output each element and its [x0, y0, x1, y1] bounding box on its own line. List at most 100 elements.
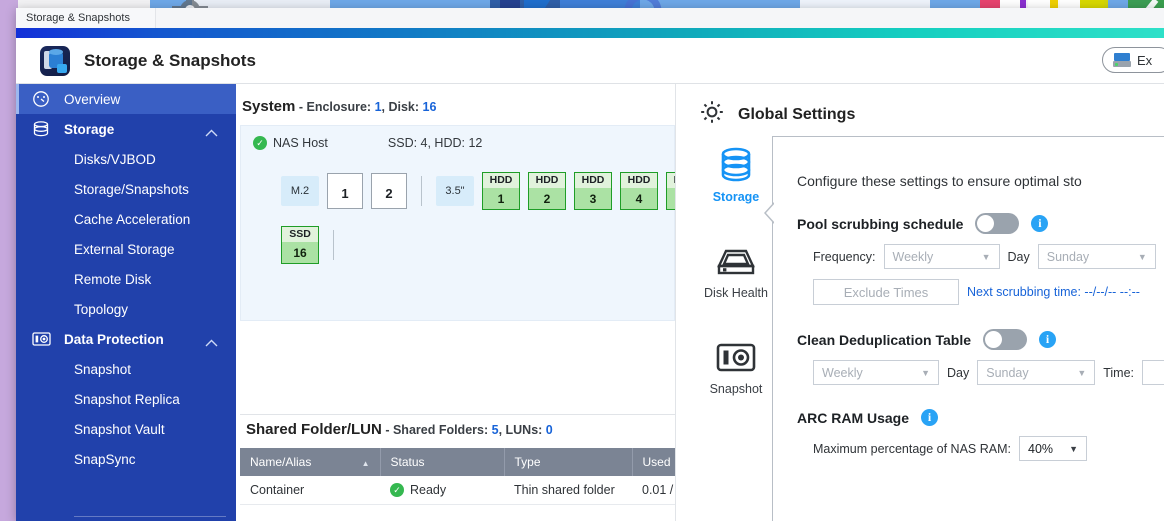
sidebar-item-storage-snapshots[interactable]: Storage/Snapshots [16, 174, 236, 204]
expansion-button-label: Ex [1137, 52, 1153, 68]
system-meta-mid: , Disk: [381, 100, 423, 114]
app-header: Storage & Snapshots Ex [16, 38, 1164, 84]
sidebar-group-storage[interactable]: Storage [16, 114, 236, 144]
cell-used: 0.01 / [632, 476, 675, 505]
max-ram-pct-select[interactable]: 40% ▼ [1019, 436, 1087, 461]
shared-folder-meta-mid: , LUNs: [498, 423, 546, 437]
sidebar-item-external-storage[interactable]: External Storage [16, 234, 236, 264]
gs-nav-snapshot[interactable]: Snapshot [690, 334, 782, 396]
sidebar-item-snapshot[interactable]: Snapshot [16, 354, 236, 384]
max-ram-pct-label: Maximum percentage of NAS RAM: [813, 441, 1011, 456]
storage-snapshots-app-icon [40, 45, 70, 76]
pool-scrubbing-schedule-fields: Frequency: Weekly ▼ Day Sunday ▼ [797, 244, 1164, 269]
pool-scrubbing-toggle[interactable] [975, 213, 1020, 234]
hdd-bay-1[interactable]: HDD 1 [482, 172, 520, 210]
dedup-time-select[interactable] [1142, 360, 1164, 385]
info-icon[interactable]: i [1031, 215, 1049, 232]
clean-dedup-toggle[interactable] [983, 329, 1027, 350]
camera-icon [32, 330, 54, 348]
sidebar-item-label: Storage [64, 121, 115, 137]
column-header-type[interactable]: Type [504, 448, 633, 476]
sidebar-item-disks-vjbod[interactable]: Disks/VJBOD [16, 144, 236, 174]
sidebar-item-remote-disk[interactable]: Remote Disk [16, 264, 236, 294]
panel-pointer-fill [765, 202, 776, 224]
pool-scrubbing-label: Pool scrubbing schedule [797, 215, 964, 232]
gauge-icon [32, 90, 54, 108]
column-header-status[interactable]: Status [380, 448, 505, 476]
enclosure-count: 1 [374, 100, 382, 114]
bay-kind: SSD [282, 227, 318, 242]
arc-ram-fields: Maximum percentage of NAS RAM: 40% ▼ [797, 436, 1164, 461]
nas-host-status: ✓ NAS Host [253, 136, 328, 150]
global-settings-title: Global Settings [738, 105, 856, 123]
accent-gradient-bar [16, 28, 1164, 38]
gs-nav-label: Storage [712, 190, 760, 204]
ssd-bay-16[interactable]: SSD 16 [281, 226, 319, 264]
bay-index: 3 [575, 188, 611, 209]
shared-folder-section: Shared Folder/LUN - Shared Folders: 5, L… [236, 414, 675, 505]
bay-kind: HDD [529, 173, 565, 188]
shared-folders-count: 5 [491, 423, 499, 437]
chevron-up-icon[interactable] [205, 125, 218, 140]
sidebar-item-label: SnapSync [74, 451, 136, 467]
cell-name: Container [240, 476, 380, 505]
disk-summary: SSD: 4, HDD: 12 [387, 136, 483, 150]
frequency-label: Frequency: [813, 249, 876, 264]
day-select[interactable]: Sunday ▼ [1037, 244, 1156, 269]
sidebar-item-overview[interactable]: Overview [16, 84, 236, 114]
hdd-bay-4[interactable]: HDD 4 [620, 172, 658, 210]
sidebar-item-label: Storage/Snapshots [74, 181, 189, 197]
settings-description: Configure these settings to ensure optim… [797, 173, 1082, 189]
system-title-text: System [242, 98, 296, 115]
sidebar-item-cache-acceleration[interactable]: Cache Acceleration [16, 204, 236, 234]
m2-bay-2[interactable]: 2 [371, 173, 407, 209]
bay-kind: HDD [483, 173, 519, 188]
clean-dedup-label: Clean Deduplication Table [797, 331, 971, 348]
enclosure-card: ✓ NAS Host SSD: 4, HDD: 12 M.2 1 2 3.5" … [240, 125, 675, 321]
sidebar-item-snapshot-vault[interactable]: Snapshot Vault [16, 414, 236, 444]
system-column: System - Enclosure: 1, Disk: 16 ✓ NAS Ho… [236, 84, 676, 521]
day-value: Sunday [986, 365, 1029, 380]
clean-dedup-block: Clean Deduplication Table i Weekly ▼ Day… [773, 329, 1164, 385]
shared-folder-title-text: Shared Folder/LUN [246, 421, 382, 438]
sidebar-item-label: Data Protection [64, 331, 164, 347]
info-icon[interactable]: i [921, 409, 939, 426]
app-window: Storage & Snapshots Storage & Snapshots … [16, 8, 1164, 521]
frequency-select[interactable]: Weekly ▼ [883, 244, 1000, 269]
sidebar-item-snapshot-replica[interactable]: Snapshot Replica [16, 384, 236, 414]
dedup-frequency-select[interactable]: Weekly ▼ [813, 360, 939, 385]
column-header-name-alias[interactable]: Name/Alias ▲ [240, 448, 381, 476]
shared-folder-section-title: Shared Folder/LUN - Shared Folders: 5, L… [240, 414, 675, 448]
bay-index: 16 [282, 242, 318, 263]
nas-enclosure-icon [1113, 53, 1131, 67]
sidebar: Overview Storage Disks/VJBOD [16, 84, 236, 521]
window-titlebar: Storage & Snapshots [16, 8, 1164, 28]
column-label: Used [642, 455, 671, 469]
dedup-day-select[interactable]: Sunday ▼ [977, 360, 1096, 385]
chevron-up-icon[interactable] [205, 335, 218, 350]
sidebar-item-label: Remote Disk [74, 271, 152, 287]
gs-nav-disk-health[interactable]: Disk Health [690, 238, 782, 300]
arc-ram-row: ARC RAM Usage i [797, 409, 1164, 426]
expansion-button[interactable]: Ex [1102, 47, 1164, 73]
table-row[interactable]: Container ✓ Ready Thin shared folder 0.0… [240, 476, 675, 505]
clean-dedup-row: Clean Deduplication Table i [797, 329, 1164, 350]
luns-count: 0 [545, 423, 553, 437]
gs-nav-storage[interactable]: Storage [690, 142, 782, 204]
bay-index: 2 [385, 186, 393, 201]
column-header-used[interactable]: Used [632, 448, 675, 476]
hdd-bay-2[interactable]: HDD 2 [528, 172, 566, 210]
sidebar-item-snapsync[interactable]: SnapSync [16, 444, 236, 474]
sidebar-item-topology[interactable]: Topology [16, 294, 236, 324]
sidebar-group-data-protection[interactable]: Data Protection [16, 324, 236, 354]
chevron-down-icon: ▼ [921, 367, 930, 378]
sidebar-item-label: Cache Acceleration [74, 211, 191, 227]
slot-divider [333, 230, 334, 260]
hdd-bay-5[interactable]: HDD 5 [666, 172, 675, 210]
hdd-bay-3[interactable]: HDD 3 [574, 172, 612, 210]
info-icon[interactable]: i [1039, 331, 1056, 348]
window-tab[interactable]: Storage & Snapshots [16, 8, 156, 28]
sort-ascending-icon: ▲ [361, 459, 370, 468]
exclude-times-button[interactable]: Exclude Times [813, 279, 959, 305]
m2-bay-1[interactable]: 1 [327, 173, 363, 209]
